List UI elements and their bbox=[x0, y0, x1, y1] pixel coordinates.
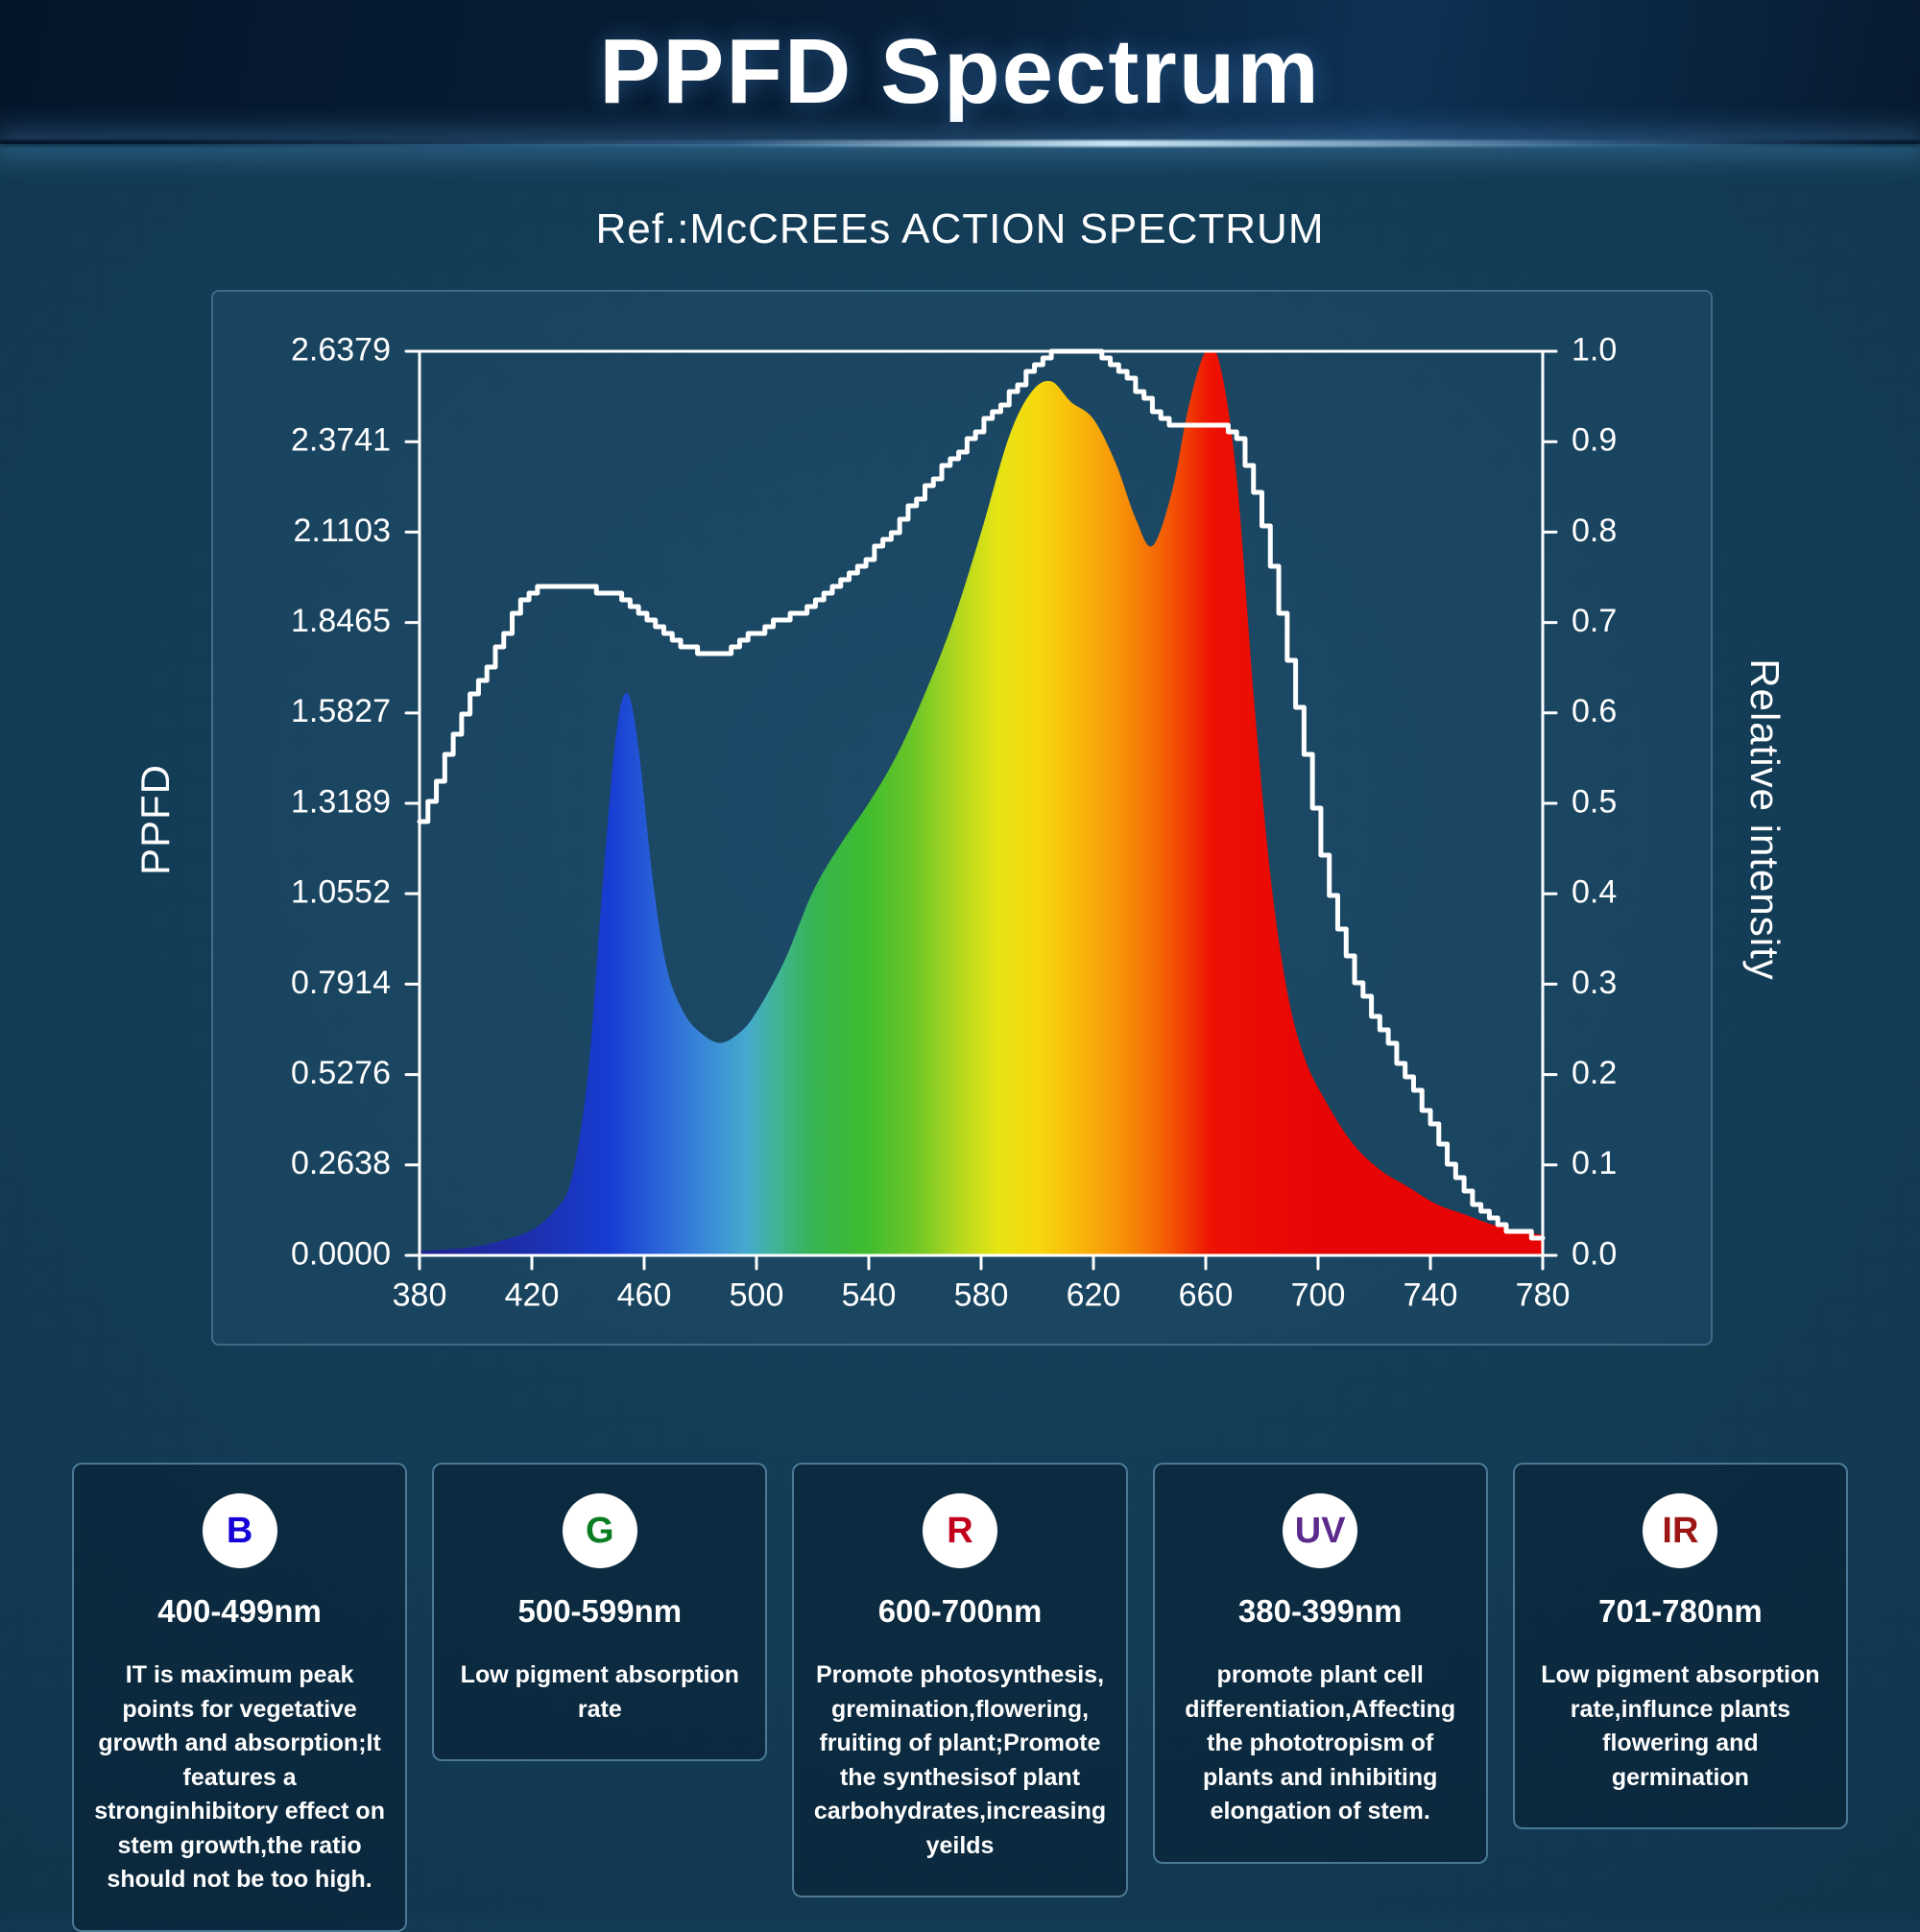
uv-band-description: promote plant cell differentiation,Affec… bbox=[1185, 1661, 1456, 1825]
ir-band-range: 701-780nm bbox=[1598, 1593, 1763, 1629]
blue-band-letter: B bbox=[226, 1510, 253, 1551]
band-card-red: R 600-700nm Promote photosynthesis, grem… bbox=[792, 1463, 1128, 1897]
uv-band-range: 380-399nm bbox=[1237, 1593, 1403, 1629]
spectrum-chart-panel bbox=[211, 290, 1713, 1346]
green-band-description: Low pigment absorption rate bbox=[460, 1661, 739, 1723]
blue-band-range: 400-499nm bbox=[157, 1593, 322, 1629]
ir-band-badge: IR bbox=[1643, 1493, 1718, 1568]
spectrum-chart-canvas bbox=[213, 292, 1711, 1344]
red-band-range: 600-700nm bbox=[877, 1593, 1043, 1629]
red-band-badge: R bbox=[923, 1493, 997, 1568]
red-band-description: Promote photosynthesis, gremination,flow… bbox=[813, 1661, 1107, 1859]
header-glow-streak bbox=[0, 140, 1920, 147]
left-axis-title: PPFD bbox=[132, 763, 178, 876]
uv-band-letter: UV bbox=[1294, 1510, 1346, 1551]
right-axis-title: Relative intensity bbox=[1742, 658, 1788, 981]
uv-band-badge: UV bbox=[1283, 1493, 1358, 1568]
green-band-letter: G bbox=[586, 1510, 614, 1551]
chart-section: PPFD Relative intensity bbox=[111, 290, 1809, 1349]
red-band-letter: R bbox=[947, 1510, 973, 1551]
ir-band-letter: IR bbox=[1662, 1510, 1699, 1551]
header-banner: PPFD Spectrum bbox=[0, 0, 1920, 147]
band-card-green: G 500-599nm Low pigment absorption rate bbox=[432, 1463, 768, 1761]
blue-band-description: IT is maximum peak points for vegetative… bbox=[94, 1661, 385, 1893]
page-title: PPFD Spectrum bbox=[599, 20, 1321, 123]
chart-subtitle: Ref.:McCREEs ACTION SPECTRUM bbox=[595, 205, 1325, 252]
band-card-uv: UV 380-399nm promote plant cell differen… bbox=[1152, 1463, 1488, 1864]
band-card-blue: B 400-499nm IT is maximum peak points fo… bbox=[72, 1463, 408, 1932]
green-band-range: 500-599nm bbox=[517, 1593, 683, 1629]
band-cards: B 400-499nm IT is maximum peak points fo… bbox=[72, 1463, 1849, 1932]
green-band-badge: G bbox=[562, 1493, 637, 1568]
blue-band-badge: B bbox=[202, 1493, 277, 1568]
ir-band-description: Low pigment absorption rate,influnce pla… bbox=[1541, 1661, 1820, 1791]
band-card-ir: IR 701-780nm Low pigment absorption rate… bbox=[1512, 1463, 1849, 1829]
